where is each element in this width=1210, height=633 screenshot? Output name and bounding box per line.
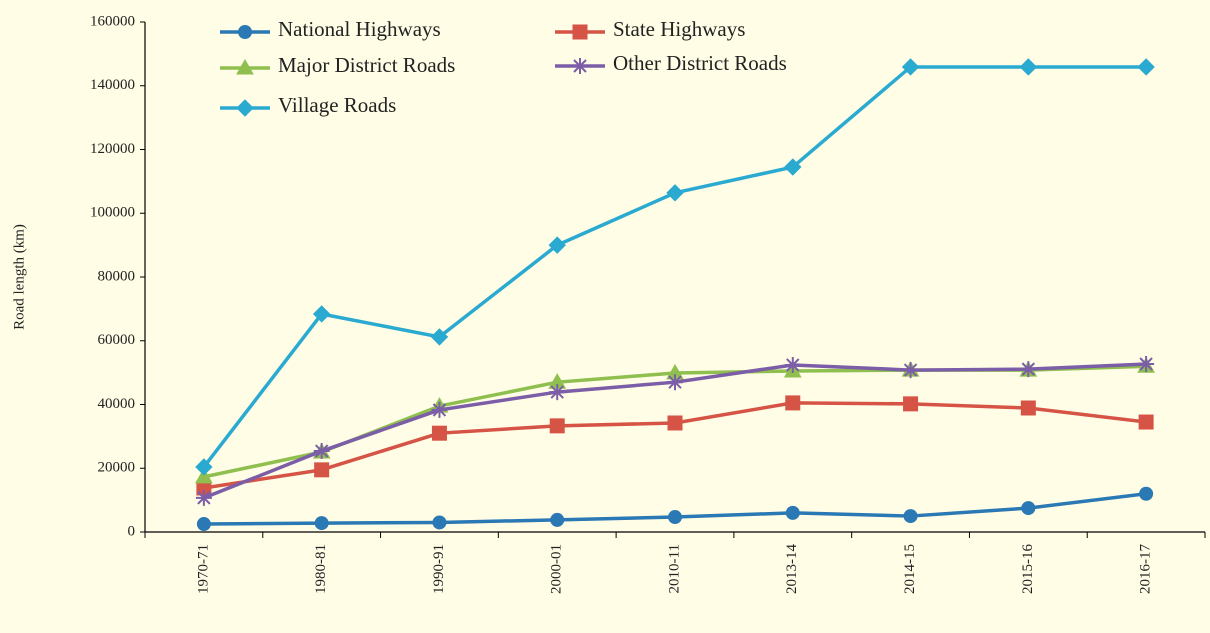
legend-label: Village Roads (278, 93, 396, 117)
marker (903, 509, 918, 524)
marker (1021, 501, 1036, 516)
marker (1137, 58, 1155, 76)
marker (1020, 361, 1037, 378)
y-tick-label: 120000 (90, 141, 135, 157)
marker (1020, 400, 1036, 416)
marker (195, 458, 213, 476)
marker (431, 425, 447, 441)
marker (430, 328, 449, 346)
marker (550, 512, 565, 527)
y-tick-label: 140000 (90, 77, 135, 93)
legend-entry: Other District Roads (555, 51, 787, 75)
series (195, 58, 1155, 476)
legend-entry: Village Roads (220, 93, 396, 117)
x-tick-label: 1970-71 (195, 544, 211, 594)
marker (548, 236, 566, 254)
legend-label: State Highways (613, 17, 745, 41)
marker (1138, 356, 1155, 373)
y-tick-label: 40000 (98, 396, 136, 412)
y-axis-label: Road length (km) (11, 224, 27, 330)
x-tick-label: 2010-11 (666, 544, 682, 593)
series (196, 395, 1154, 496)
marker (1019, 58, 1038, 76)
legend-label: National Highways (278, 17, 441, 41)
legend-entry: National Highways (220, 17, 441, 41)
marker (667, 374, 683, 391)
legend-label: Other District Roads (613, 51, 787, 75)
x-tick-label: 2014-15 (902, 544, 918, 594)
y-tick-label: 80000 (98, 268, 136, 284)
x-tick-label: 1990-91 (431, 544, 447, 594)
marker (785, 395, 801, 411)
y-tick-label: 100000 (90, 205, 135, 221)
marker (195, 467, 213, 484)
marker (236, 99, 254, 117)
marker (666, 184, 684, 202)
marker (667, 415, 683, 431)
marker (572, 24, 588, 40)
marker (313, 443, 330, 460)
marker (549, 384, 566, 401)
marker (1139, 486, 1154, 501)
marker (572, 58, 588, 74)
x-tick-label: 1980-81 (313, 544, 329, 594)
marker (195, 489, 212, 506)
x-tick-label: 2000-01 (549, 544, 565, 594)
marker (902, 362, 919, 379)
series (196, 486, 1154, 532)
marker (196, 517, 211, 532)
y-tick-label: 160000 (90, 13, 135, 29)
x-tick-label: 2013-14 (784, 544, 800, 594)
marker (784, 356, 801, 373)
marker (238, 25, 252, 39)
x-tick-label: 2016-17 (1138, 544, 1154, 594)
marker (785, 505, 800, 520)
marker (431, 401, 448, 418)
marker (1138, 414, 1154, 430)
marker (314, 516, 329, 531)
x-tick-label: 2015-16 (1020, 544, 1036, 594)
y-tick-label: 60000 (98, 332, 136, 348)
marker (432, 515, 447, 530)
legend-entry: State Highways (555, 17, 745, 41)
legend-label: Major District Roads (278, 53, 455, 77)
y-tick-label: 0 (128, 523, 136, 539)
y-tick-label: 20000 (98, 460, 136, 476)
marker (312, 305, 331, 323)
marker (314, 462, 330, 478)
marker (549, 418, 565, 434)
marker (668, 510, 682, 525)
series (195, 356, 1155, 506)
marker (901, 58, 920, 76)
marker (236, 58, 254, 75)
marker (784, 158, 802, 176)
legend-entry: Major District Roads (220, 53, 455, 77)
marker (903, 396, 919, 412)
